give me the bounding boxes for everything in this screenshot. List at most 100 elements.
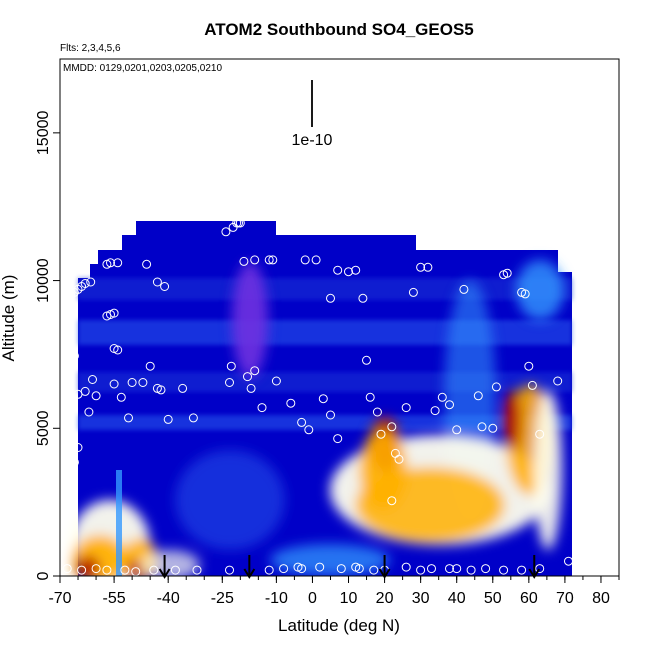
observation-point [279,564,289,574]
heatmap-blob [534,390,562,550]
observation-point [311,255,321,265]
observation-point [326,410,335,420]
observation-point [84,407,94,417]
chart-subtitle-flights: Flts: 2,3,4,5,6 [60,43,121,54]
observation-point [62,406,72,416]
observation-point [95,211,105,221]
observation-point [535,564,545,574]
y-tick-label: 10000 [35,258,52,303]
observation-point [170,565,180,575]
heatmap-blob [140,550,200,576]
observation-point [546,237,555,247]
observation-point [163,414,173,424]
observation-point [268,255,278,265]
observation-point [304,425,314,435]
observation-point [326,293,335,303]
observation-point [499,565,509,575]
heatmap-blob [76,556,100,576]
observation-point [62,564,72,574]
observation-point [387,422,397,432]
observation-point [88,375,97,384]
x-tick-label: 30 [412,590,430,607]
observation-point [481,564,491,574]
observation-point [62,419,72,429]
x-tick-label: -70 [48,590,71,607]
observation-point [239,256,249,266]
observation-point [362,355,371,365]
heatmap-blob [232,262,268,378]
observation-point [387,496,397,506]
observation-point [91,218,101,228]
observation-point [358,293,368,303]
x-tick-label: 40 [448,590,466,607]
observation-point [549,237,559,247]
observation-point [138,378,148,387]
plot-frame [59,58,620,577]
observation-point [69,351,79,361]
y-tick-label: 5000 [35,410,52,446]
observation-point [152,277,162,287]
observation-point [192,565,202,575]
observation-point [106,258,115,268]
observation-point [243,372,252,382]
scale-bar-label: 1e-10 [292,132,333,149]
observation-point [77,565,87,575]
x-tick-label: 70 [556,590,574,607]
chart-title: ATOM2 Southbound SO4_GEOS5 [204,20,474,39]
observation-point [452,564,462,574]
heatmap-band [78,320,572,345]
observation-point [416,262,426,272]
x-tick-label: 10 [340,590,358,607]
observation-point [75,258,85,268]
chart-subtitle-dates: MMDD: 0129,0201,0203,0205,0210 [63,63,222,74]
observation-point [75,264,85,274]
observation-point [297,564,307,574]
observation-point [423,262,433,272]
x-tick-label: 50 [484,590,502,607]
observation-point [80,279,90,288]
observation-point [351,265,361,275]
observation-point [257,403,267,413]
observation-point [250,366,260,376]
heatmap-blob [175,450,285,550]
y-axis: 0 5000 10000 15000 [35,111,60,580]
observation-point [336,564,346,574]
x-axis: -70 -55 -40 -25 -10 0 10 20 30 40 50 60 70 80 [48,576,620,607]
x-tick-label: 20 [376,590,394,607]
observation-point [452,425,462,435]
observation-point [416,565,426,575]
y-tick-label: 15000 [35,111,52,156]
observation-point [113,258,123,268]
observation-point [372,407,382,417]
observation-point [477,422,487,432]
observation-point [369,565,379,575]
observation-point [564,556,573,566]
observation-point [401,562,411,572]
x-tick-label: 0 [308,590,317,607]
observation-point [517,565,527,575]
observation-point [524,361,534,371]
heatmap-band [78,278,572,300]
observation-point [160,282,170,291]
observation-point [91,391,101,401]
observation-point [246,383,256,393]
observation-point [286,398,296,408]
observation-point [221,227,231,237]
observation-point [124,413,133,423]
observation-point [473,391,483,401]
observation-point [73,443,83,452]
x-tick-label: -25 [211,590,234,607]
observation-point [127,378,137,387]
heatmap-blob [270,544,390,576]
observation-point [430,406,440,416]
observation-point [69,457,79,467]
down-arrow-icon [243,555,256,579]
observation-point [502,268,512,278]
observation-point [527,380,537,390]
observation-point [62,273,72,283]
y-axis-label: Altitude (m) [0,275,18,362]
heatmap-blob [359,430,407,510]
observation-point [264,565,274,575]
heatmap-band [78,372,572,392]
observation-point [297,417,307,427]
